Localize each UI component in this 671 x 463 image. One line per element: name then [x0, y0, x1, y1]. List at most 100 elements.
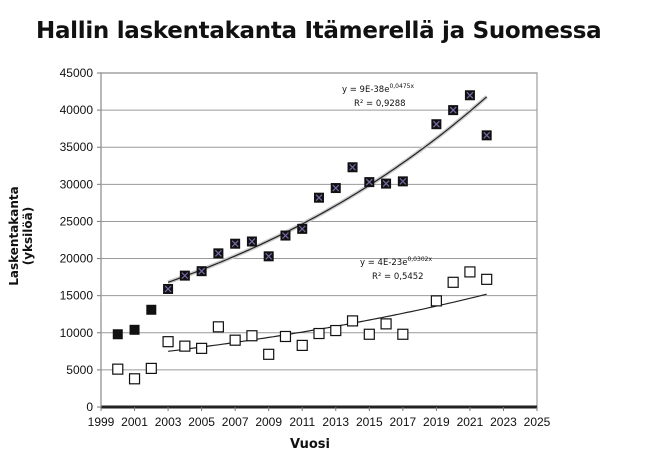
marker-x: [231, 240, 239, 248]
data-point: [297, 223, 308, 234]
x-tick-label: 1999: [88, 415, 115, 429]
y-tick-label: 0: [86, 400, 93, 414]
data-point: [196, 266, 207, 277]
marker-x: [449, 106, 457, 114]
marker-x: [315, 194, 323, 202]
x-axis-label: Vuosi: [290, 437, 330, 452]
data-point: [146, 304, 157, 315]
data-point: [481, 273, 493, 285]
marker: [145, 362, 157, 375]
marker-x: [365, 178, 373, 186]
marker: [129, 324, 140, 335]
equation-exponent: 0,0302x: [407, 256, 432, 263]
data-point: [347, 162, 358, 173]
trendline: [168, 293, 487, 352]
marker: [481, 273, 493, 285]
marker: [380, 318, 392, 330]
y-tick-label: 35000: [60, 140, 94, 154]
data-point: [448, 105, 459, 116]
marker: [447, 276, 459, 288]
x-tick-label: 2019: [423, 415, 450, 429]
data-point: [364, 177, 375, 188]
marker: [112, 363, 124, 375]
marker-x: [198, 267, 206, 275]
x-tick-label: 2013: [322, 415, 349, 429]
marker: [346, 315, 359, 327]
marker: [464, 266, 476, 278]
data-point: [112, 329, 123, 340]
data-point: [212, 321, 224, 333]
marker: [162, 336, 174, 348]
chart-title: Hallin laskentakanta Itämerellä ja Suome…: [36, 18, 602, 44]
data-point: [447, 276, 459, 288]
data-point: [431, 119, 442, 130]
x-tick-label: 2009: [255, 415, 282, 429]
marker-x: [265, 252, 273, 260]
x-tick-label: 2003: [155, 415, 182, 429]
plot-frame: [100, 72, 538, 408]
data-point: [296, 339, 308, 351]
data-point: [163, 283, 174, 294]
marker: [196, 342, 208, 354]
data-point: [464, 90, 475, 101]
x-tick-label: 2021: [457, 415, 484, 429]
marker: [263, 348, 275, 360]
x-tick-label: 2017: [389, 415, 416, 429]
data-point: [263, 251, 274, 262]
data-point: [129, 324, 140, 335]
marker: [229, 334, 241, 346]
data-point: [280, 230, 291, 241]
x-tick-label: 2015: [356, 415, 383, 429]
marker-x: [399, 177, 407, 185]
equation-base: y = 4E-23e: [360, 258, 407, 268]
marker-x: [164, 285, 172, 293]
y-tick-label: 20000: [60, 252, 94, 266]
marker: [246, 330, 258, 342]
marker-x: [349, 163, 356, 171]
y-tick-label: 40000: [60, 103, 94, 117]
marker-x: [181, 272, 189, 280]
data-point: [430, 295, 442, 307]
data-point: [481, 130, 492, 141]
data-point: [230, 238, 241, 249]
x-tick-label: 2001: [121, 415, 148, 429]
r-squared: R² = 0,9288: [354, 99, 406, 109]
y-tick-label: 45000: [60, 66, 94, 80]
y-tick-label: 25000: [60, 214, 94, 228]
data-point: [380, 318, 392, 330]
data-point: [330, 183, 341, 194]
marker: [430, 295, 442, 307]
marker-x: [382, 180, 390, 188]
marker-x: [248, 238, 256, 245]
marker: [212, 321, 224, 333]
marker-x: [483, 131, 491, 139]
marker: [330, 324, 342, 337]
data-point: [330, 324, 342, 337]
marker-x: [466, 91, 474, 99]
equation-base: y = 9E-38e: [342, 85, 389, 95]
trendline: [167, 96, 488, 283]
x-tick-label: 2007: [222, 415, 249, 429]
marker: [313, 327, 325, 340]
data-point: [279, 330, 292, 343]
x-tick-label: 2011: [289, 415, 315, 429]
marker-x: [432, 120, 440, 128]
data-point: [179, 270, 190, 281]
x-tick-label: 2005: [188, 415, 215, 429]
trendline-equation: y = 9E-38e0,0475x: [342, 83, 414, 95]
data-point: [314, 192, 324, 203]
marker-x: [214, 249, 222, 257]
trendline-equation: y = 4E-23e0,0302x: [360, 256, 432, 268]
x-tick-label: 2025: [524, 415, 551, 429]
marker-x: [332, 184, 340, 192]
data-point: [229, 334, 241, 346]
marker-x: [282, 232, 289, 239]
data-point: [196, 342, 208, 354]
data-point: [397, 328, 409, 340]
y-tick-label: 5000: [66, 363, 93, 377]
marker: [146, 304, 157, 315]
marker: [363, 328, 375, 340]
y-tick-label: 30000: [60, 177, 94, 191]
